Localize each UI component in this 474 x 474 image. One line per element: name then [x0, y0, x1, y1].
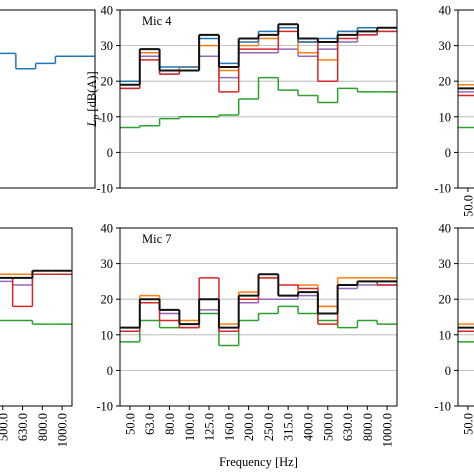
- panel: 40 30 20 10 0 -10 Mic 4 Lp [dB(A)]: [85, 4, 398, 196]
- y-tick-label: 30: [439, 39, 452, 53]
- y-label-symbol: L: [85, 120, 99, 128]
- y-tick-label: 10: [101, 328, 114, 342]
- x-tick-label: 63.0: [143, 413, 157, 435]
- x-tick-label: 630.0: [16, 413, 30, 441]
- y-tick-label: 0: [445, 146, 451, 160]
- y-tick-label: -10: [434, 400, 451, 414]
- x-tick-label: 800.0: [361, 413, 375, 441]
- y-tick-label: 0: [107, 364, 113, 378]
- x-tick-label: 160.0: [222, 413, 236, 441]
- x-tick-label: 500.0: [321, 413, 335, 441]
- y-tick-label: 30: [101, 39, 114, 53]
- x-tick-label: 800.0: [36, 413, 50, 441]
- y-tick-label: 30: [101, 257, 114, 271]
- x-tick-label: 50.0: [123, 413, 137, 435]
- y-tick-label: 10: [439, 328, 452, 342]
- y-tick-label: 30: [439, 257, 452, 271]
- y-tick-label: 40: [101, 4, 114, 18]
- y-tick-label: -10: [96, 182, 113, 196]
- y-tick-label: 40: [439, 4, 452, 18]
- x-tick-label: 100.0: [183, 413, 197, 441]
- panel-title: Mic 7: [142, 232, 172, 246]
- y-tick-label: 20: [101, 293, 114, 307]
- panel: 40 30 20 10 0 -10 50.0: [434, 4, 474, 217]
- x-tick-label: 1000.0: [56, 413, 70, 447]
- panel: 40 30 20 10 0 -10 50.0: [434, 222, 474, 435]
- x-tick-label: 1000.0: [381, 413, 395, 447]
- y-label-unit: [dB(A)]: [85, 71, 99, 114]
- y-tick-label: 10: [101, 110, 114, 124]
- y-tick-label: 20: [439, 75, 452, 89]
- y-tick-label: -10: [434, 182, 451, 196]
- y-tick-label: 40: [101, 222, 114, 236]
- panel-title: Mic 4: [142, 14, 172, 28]
- y-axis-label: Lp [dB(A)]: [85, 71, 102, 127]
- x-tick-label: 630.0: [341, 413, 355, 441]
- y-tick-label: 0: [445, 364, 451, 378]
- axes-frame: [0, 9, 96, 189]
- axes-frame: [457, 9, 474, 189]
- y-label-subscript: p: [91, 115, 102, 121]
- panel: 500.0 630.0 800.0 1000.0: [0, 227, 73, 447]
- x-tick-label: 200.0: [242, 413, 256, 441]
- axes-frame: [119, 9, 398, 189]
- y-tick-label: 20: [439, 293, 452, 307]
- axes-frame: [0, 227, 73, 407]
- y-tick-label: 20: [101, 75, 114, 89]
- axes-frame: [119, 227, 398, 407]
- panel: [0, 9, 96, 189]
- y-tick-label: -10: [96, 400, 113, 414]
- x-axis-label: Frequency [Hz]: [219, 455, 298, 469]
- y-tick-label: 0: [107, 146, 113, 160]
- x-tick-label: 125.0: [203, 413, 217, 441]
- panel: 40 30 20 10 0 -10 50.0 63.0 80.0 100.0 125.0 160.0 2…: [96, 222, 398, 469]
- x-tick-label: 400.0: [301, 413, 315, 441]
- x-tick-label: 500.0: [0, 413, 10, 441]
- x-tick-label: 50.0: [461, 195, 474, 217]
- x-tick-label: 80.0: [163, 413, 177, 435]
- x-tick-label: 315.0: [282, 413, 296, 441]
- y-tick-label: 40: [439, 222, 452, 236]
- y-tick-label: 10: [439, 110, 452, 124]
- x-tick-label: 250.0: [262, 413, 276, 441]
- axes-frame: [457, 227, 474, 407]
- x-tick-label: 50.0: [461, 413, 474, 435]
